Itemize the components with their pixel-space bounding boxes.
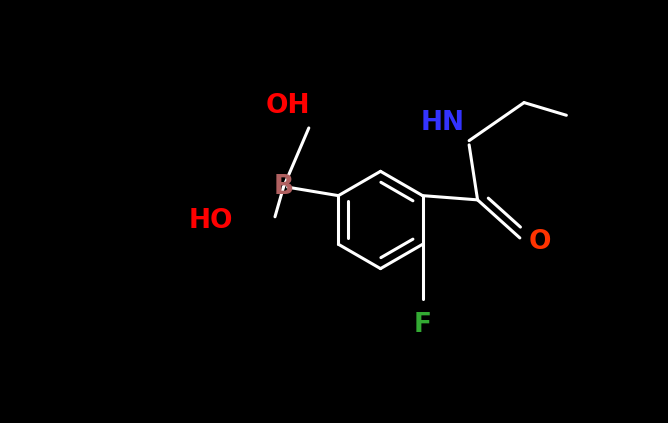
Text: HO: HO xyxy=(188,208,232,234)
Text: O: O xyxy=(528,229,551,255)
Text: F: F xyxy=(413,312,432,338)
Text: HN: HN xyxy=(421,110,465,136)
Text: B: B xyxy=(273,174,293,200)
Text: OH: OH xyxy=(265,93,310,119)
